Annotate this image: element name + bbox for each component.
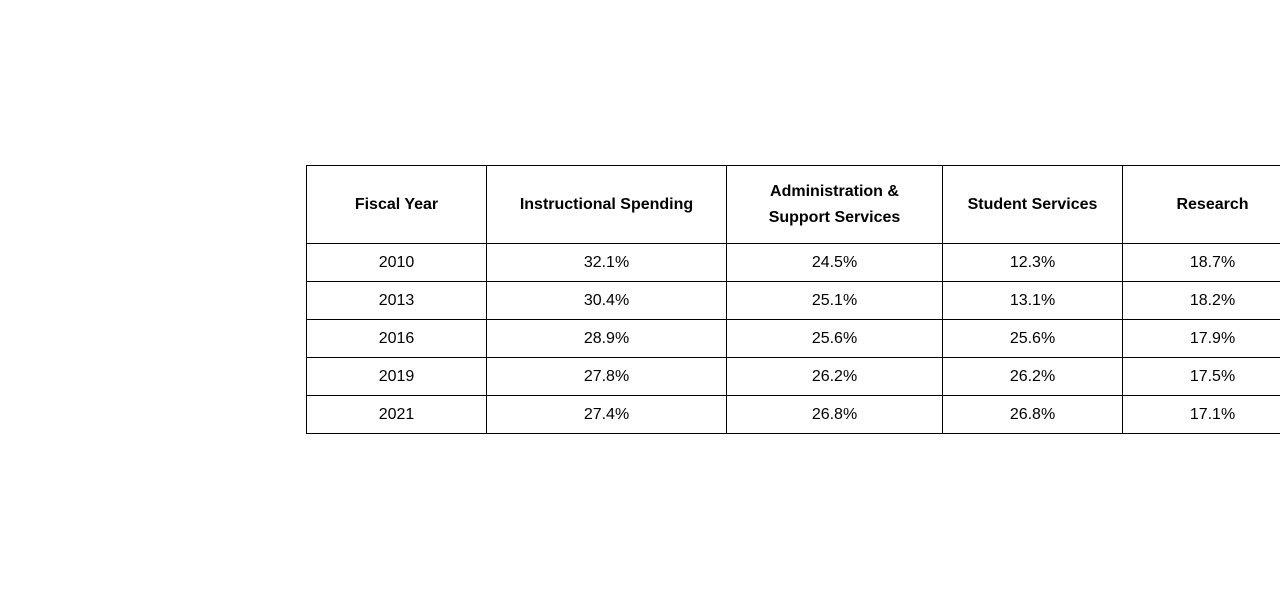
table-cell: 2019	[306, 357, 487, 396]
table-cell: 18.2%	[1122, 281, 1280, 320]
table-cell: 17.9%	[1122, 319, 1280, 358]
table-cell: 28.9%	[486, 319, 727, 358]
header-instructional-spending: Instructional Spending	[486, 165, 727, 244]
table-cell: 17.1%	[1122, 395, 1280, 434]
table-row: 2019 27.8% 26.2% 26.2% 17.5%	[306, 357, 1280, 396]
table-cell: 27.4%	[486, 395, 727, 434]
table-row: 2010 32.1% 24.5% 12.3% 18.7%	[306, 243, 1280, 282]
table-cell: 12.3%	[942, 243, 1123, 282]
header-student-services: Student Services	[942, 165, 1123, 244]
header-research: Research	[1122, 165, 1280, 244]
header-fiscal-year: Fiscal Year	[306, 165, 487, 244]
spending-table: Fiscal Year Instructional Spending Admin…	[306, 165, 1280, 434]
table-row: 2013 30.4% 25.1% 13.1% 18.2%	[306, 281, 1280, 320]
table-cell: 26.2%	[726, 357, 943, 396]
table-cell: 26.8%	[726, 395, 943, 434]
table-cell: 18.7%	[1122, 243, 1280, 282]
table-cell: 13.1%	[942, 281, 1123, 320]
table-cell: 17.5%	[1122, 357, 1280, 396]
table-row: 2021 27.4% 26.8% 26.8% 17.1%	[306, 395, 1280, 434]
table-row: 2016 28.9% 25.6% 25.6% 17.9%	[306, 319, 1280, 358]
table-cell: 32.1%	[486, 243, 727, 282]
header-row: Fiscal Year Instructional Spending Admin…	[306, 165, 1280, 244]
table-cell: 30.4%	[486, 281, 727, 320]
table-cell: 26.2%	[942, 357, 1123, 396]
table-cell: 2016	[306, 319, 487, 358]
table-cell: 25.1%	[726, 281, 943, 320]
table-cell: 27.8%	[486, 357, 727, 396]
header-administration-support: Administration & Support Services	[726, 165, 943, 244]
table-cell: 26.8%	[942, 395, 1123, 434]
table-cell: 25.6%	[726, 319, 943, 358]
table-cell: 24.5%	[726, 243, 943, 282]
table-cell: 2021	[306, 395, 487, 434]
table-cell: 25.6%	[942, 319, 1123, 358]
table-cell: 2013	[306, 281, 487, 320]
table-cell: 2010	[306, 243, 487, 282]
